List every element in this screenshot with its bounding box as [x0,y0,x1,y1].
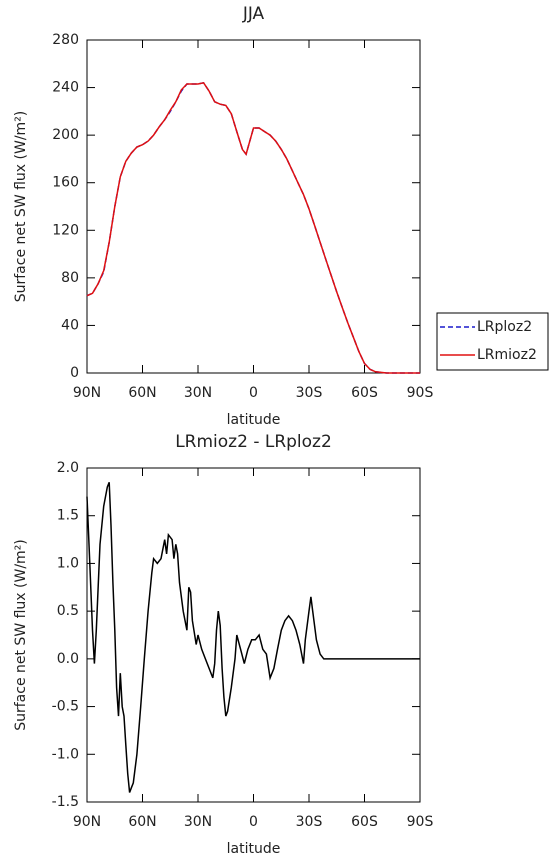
x-tick-label: 60S [351,385,378,401]
y-tick-label: 160 [52,175,79,191]
x-tick-label: 90S [407,814,434,830]
y-tick-label: 0.5 [57,603,79,619]
x-tick-label: 90S [407,385,434,401]
x-tick-label: 60N [128,385,156,401]
y-tick-label: 200 [52,127,79,143]
y-tick-label: 1.0 [57,555,79,571]
x-tick-label: 30S [296,814,323,830]
y-tick-label: 240 [52,80,79,96]
x-axis-label: latitude [227,412,281,428]
y-axis-label: Surface net SW flux (W/m²) [13,539,29,731]
x-tick-label: 90N [73,814,101,830]
line-series [86,81,420,374]
line-series [86,81,420,374]
plot-frame [86,39,421,374]
x-tick-label: 0 [249,814,258,830]
plot-frame [86,467,421,803]
y-tick-label: 0 [70,365,79,381]
y-tick-label: 40 [61,317,79,333]
chart-title: JJA [242,4,265,24]
y-axis-label: Surface net SW flux (W/m²) [13,111,29,303]
y-tick-label: -1.5 [52,794,79,810]
y-tick-label: 280 [52,32,79,48]
x-tick-label: 30N [184,385,212,401]
x-tick-label: 30N [184,814,212,830]
y-tick-label: 80 [61,270,79,286]
legend-label: LRploz2 [477,319,532,335]
y-tick-label: -0.5 [52,699,79,715]
y-tick-label: -1.0 [52,746,79,762]
legend-label: LRmioz2 [477,347,537,363]
x-tick-label: 60S [351,814,378,830]
line-series [86,482,420,793]
x-tick-label: 0 [249,385,258,401]
x-tick-label: 30S [296,385,323,401]
legend-box [436,312,549,371]
y-tick-label: 1.5 [57,508,79,524]
y-tick-label: 0.0 [57,651,79,667]
x-tick-label: 90N [73,385,101,401]
x-axis-label: latitude [227,841,281,857]
y-tick-label: 2.0 [57,460,79,476]
chart-title: LRmioz2 - LRploz2 [175,432,332,452]
y-tick-label: 120 [52,222,79,238]
x-tick-label: 60N [128,814,156,830]
